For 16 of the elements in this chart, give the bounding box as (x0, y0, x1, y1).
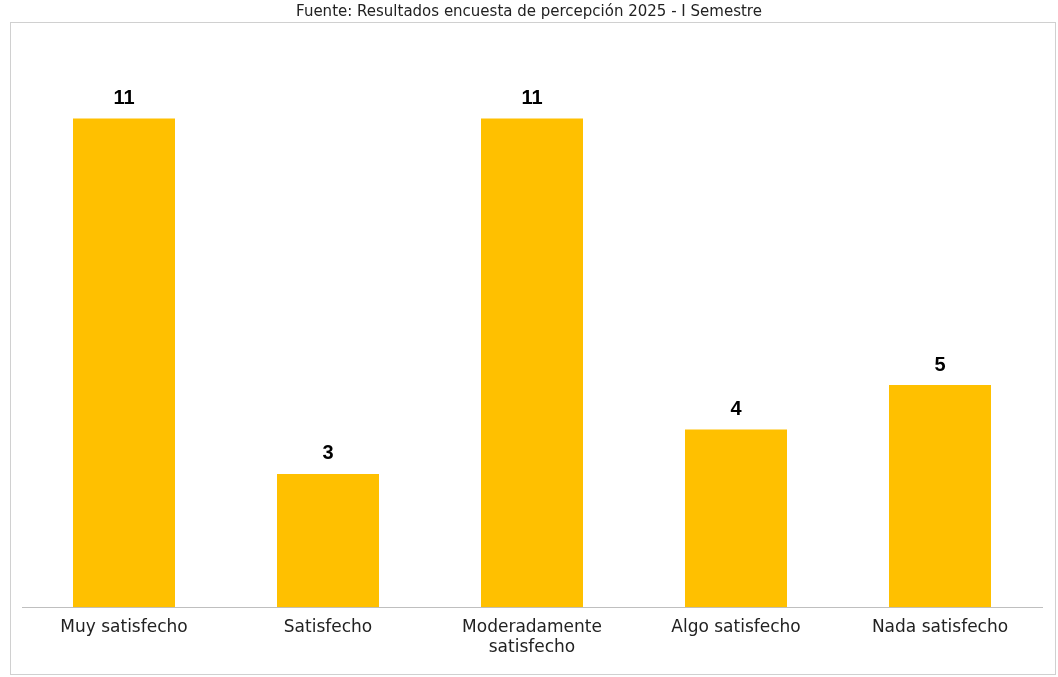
source-note: Fuente: Resultados encuesta de percepción 2025 - I Semestre (295, 1, 763, 22)
x-tick-label: Algo satisfecho (671, 615, 801, 636)
bar (481, 118, 583, 608)
data-label: 4 (730, 396, 743, 419)
x-tick-label: Nada satisfecho (871, 615, 1009, 636)
x-tick-label: Moderadamente satisfecho (462, 615, 602, 657)
bar (685, 429, 787, 608)
x-tick-label: Muy satisfecho (60, 615, 188, 636)
data-label: 3 (322, 441, 334, 464)
data-label: 11 (113, 85, 135, 108)
data-label: 11 (521, 85, 543, 108)
bar (277, 473, 379, 608)
x-tick-label: Satisfecho (283, 615, 373, 636)
data-label: 5 (934, 352, 946, 375)
bar (889, 385, 991, 608)
bar (73, 118, 175, 608)
